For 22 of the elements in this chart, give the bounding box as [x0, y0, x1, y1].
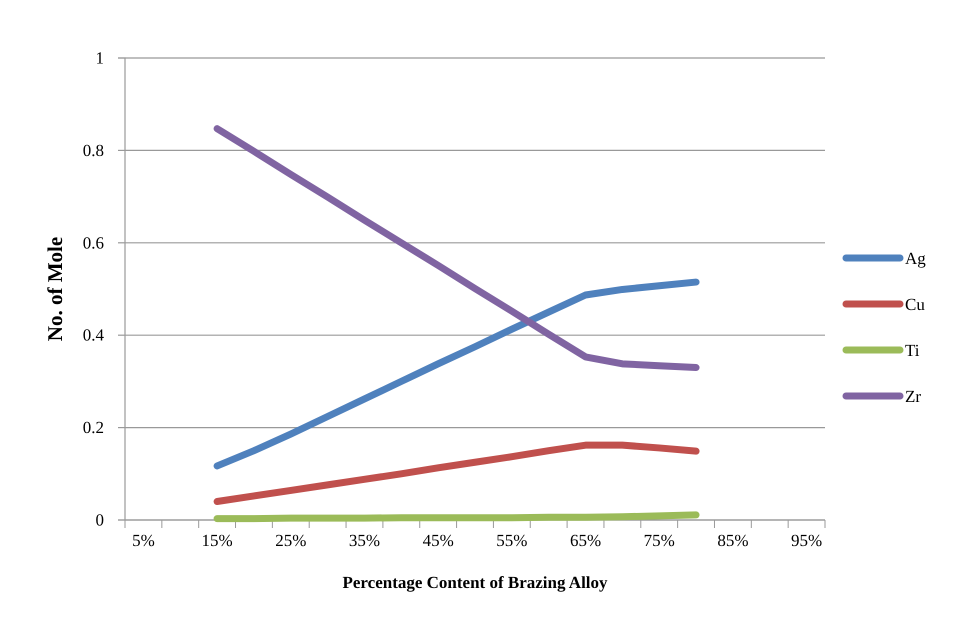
y-tick-label: 0.8: [82, 140, 104, 160]
x-axis-title: Percentage Content of Brazing Alloy: [342, 573, 608, 592]
x-tick-label: 5%: [132, 531, 155, 550]
x-tick-label: 95%: [790, 531, 822, 550]
x-tick-label: 45%: [422, 531, 454, 550]
legend-label: Zr: [905, 387, 922, 406]
legend-label: Cu: [905, 295, 926, 314]
y-tick-label: 0.2: [82, 418, 104, 438]
legend-label: Ag: [905, 249, 926, 268]
x-tick-label: 55%: [496, 531, 528, 550]
x-tick-label: 35%: [348, 531, 380, 550]
x-tick-label: 85%: [717, 531, 748, 550]
x-tick-label: 15%: [202, 531, 233, 550]
y-tick-label: 0.4: [82, 326, 104, 345]
x-tick-label: 75%: [644, 531, 675, 550]
x-tick-label: 25%: [275, 531, 306, 550]
x-tick-label: 65%: [570, 531, 602, 550]
y-axis-title: No. of Mole: [43, 236, 67, 342]
legend-label: Ti: [905, 341, 920, 360]
y-tick-label: 0: [96, 510, 104, 530]
y-tick-label: 1: [96, 48, 104, 68]
y-tick-label: 0.6: [82, 233, 104, 252]
